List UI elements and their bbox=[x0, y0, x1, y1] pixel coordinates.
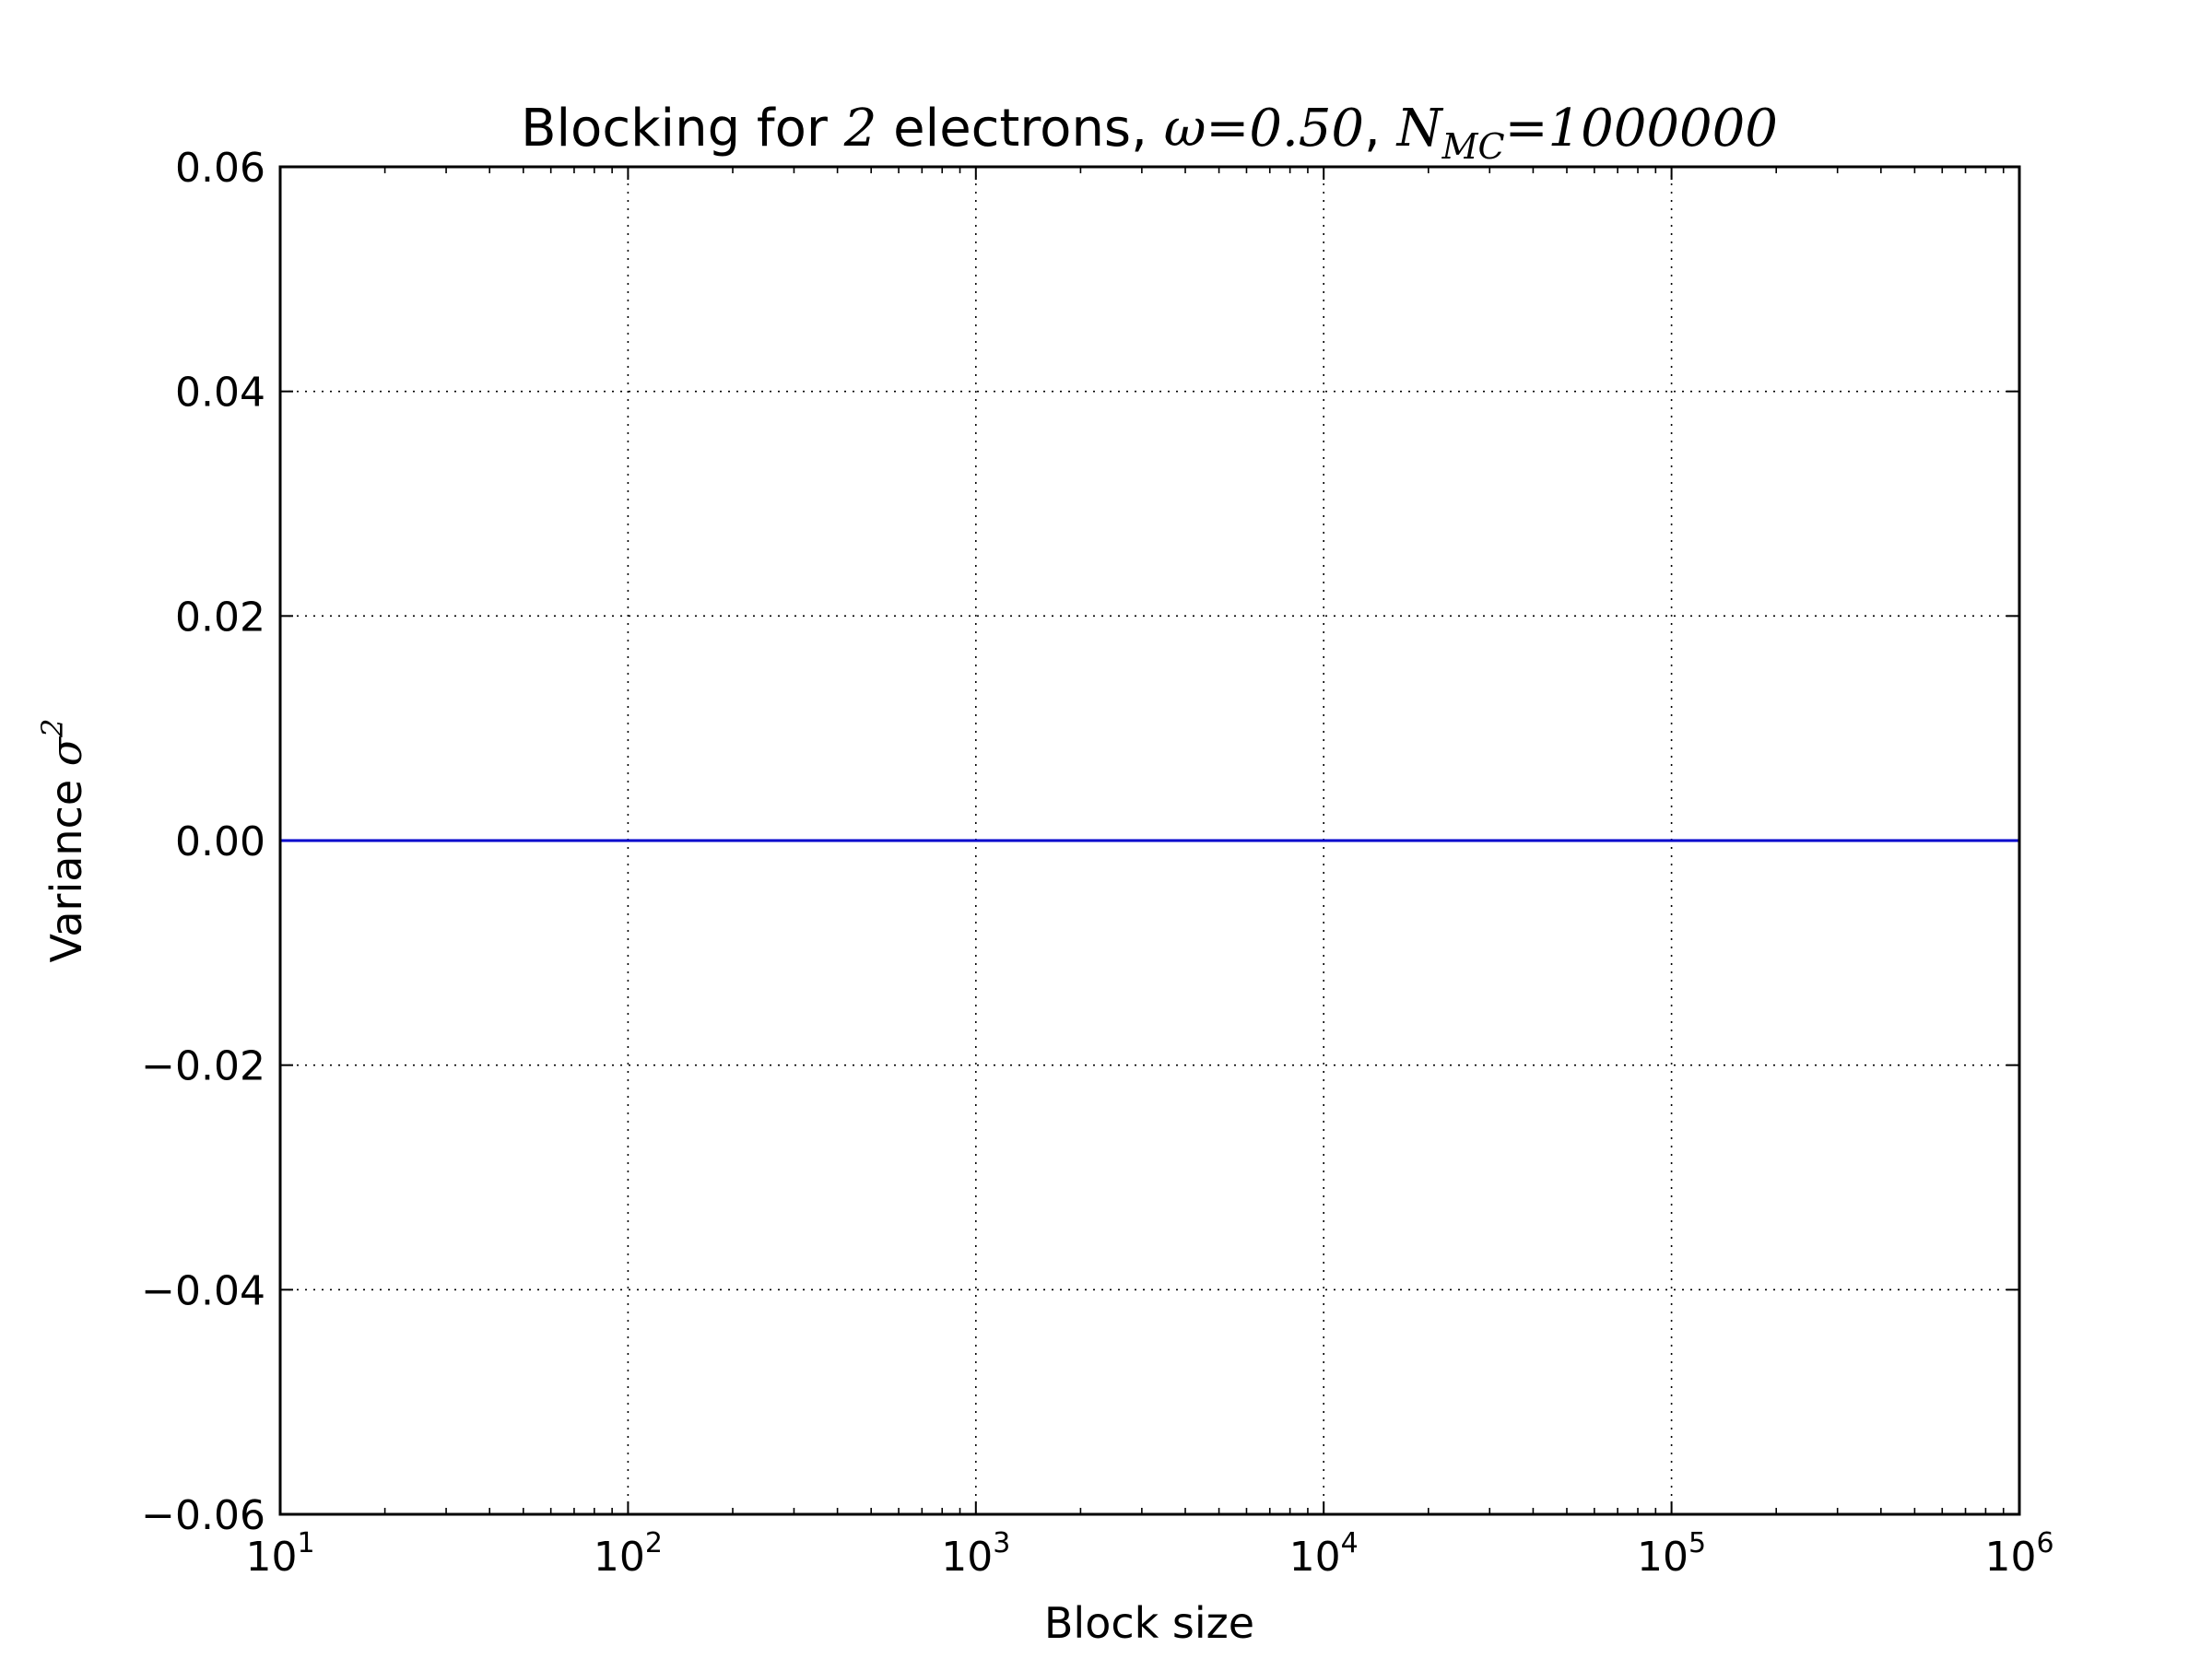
y-tick-label: 0.04 bbox=[175, 370, 265, 417]
x-tick-label: 103 bbox=[941, 1527, 1010, 1581]
x-tick-label: 101 bbox=[245, 1527, 314, 1581]
y-tick-label: −0.02 bbox=[141, 1043, 265, 1090]
x-tick-label: 104 bbox=[1289, 1527, 1359, 1581]
x-tick-label: 102 bbox=[594, 1527, 663, 1581]
x-tick-label: 106 bbox=[1984, 1527, 2053, 1581]
y-tick-label: 0.06 bbox=[175, 145, 265, 192]
y-tick-label: 0.00 bbox=[175, 818, 265, 865]
x-axis-label: Block size bbox=[1044, 1598, 1254, 1648]
y-tick-label: −0.04 bbox=[141, 1267, 265, 1314]
y-tick-label: −0.06 bbox=[141, 1492, 265, 1539]
y-axis-label: Variance σ2 bbox=[35, 718, 91, 962]
x-tick-label: 105 bbox=[1637, 1527, 1706, 1581]
chart-title: Blocking for 2 electrons, ω=0.50, NMC=10… bbox=[521, 99, 1778, 167]
x-tick-labels: 101 102 103 104 105 106 bbox=[245, 1527, 2053, 1581]
y-tick-label: 0.02 bbox=[175, 594, 265, 641]
y-tick-labels: 0.06 0.04 0.02 0.00 −0.02 −0.04 −0.06 bbox=[141, 145, 265, 1539]
plot-frame bbox=[278, 165, 2021, 1516]
